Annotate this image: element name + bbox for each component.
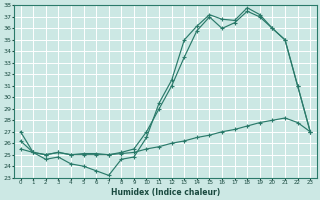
X-axis label: Humidex (Indice chaleur): Humidex (Indice chaleur) xyxy=(111,188,220,197)
